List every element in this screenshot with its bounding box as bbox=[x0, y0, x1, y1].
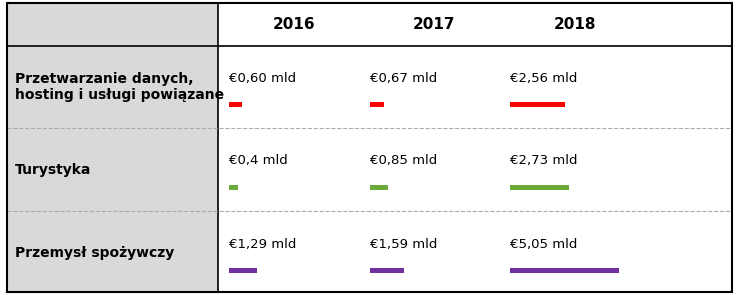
Text: 2018: 2018 bbox=[554, 17, 596, 32]
Text: Przetwarzanie danych,
hosting i usługi powiązane: Przetwarzanie danych, hosting i usługi p… bbox=[15, 72, 224, 102]
Bar bbox=[510, 102, 565, 107]
Bar bbox=[370, 102, 384, 107]
Text: 2016: 2016 bbox=[273, 17, 315, 32]
Text: €0,67 mld: €0,67 mld bbox=[370, 72, 437, 85]
Text: €1,29 mld: €1,29 mld bbox=[229, 237, 296, 251]
Bar bbox=[7, 3, 218, 292]
Bar bbox=[229, 268, 257, 273]
Bar bbox=[370, 185, 388, 190]
Text: €5,05 mld: €5,05 mld bbox=[510, 237, 577, 251]
Text: €0,60 mld: €0,60 mld bbox=[229, 72, 296, 85]
Text: 2017: 2017 bbox=[413, 17, 455, 32]
Text: €0,85 mld: €0,85 mld bbox=[370, 154, 437, 167]
Text: Turystyka: Turystyka bbox=[15, 163, 91, 177]
Bar bbox=[510, 185, 569, 190]
Text: €2,56 mld: €2,56 mld bbox=[510, 72, 577, 85]
Bar bbox=[370, 268, 404, 273]
Bar bbox=[229, 102, 242, 107]
Text: Przemysł spożywczy: Przemysł spożywczy bbox=[15, 246, 174, 260]
Text: €2,73 mld: €2,73 mld bbox=[510, 154, 577, 167]
Bar bbox=[229, 185, 238, 190]
Bar bbox=[510, 268, 619, 273]
Text: €0,4 mld: €0,4 mld bbox=[229, 154, 287, 167]
Text: €1,59 mld: €1,59 mld bbox=[370, 237, 437, 251]
